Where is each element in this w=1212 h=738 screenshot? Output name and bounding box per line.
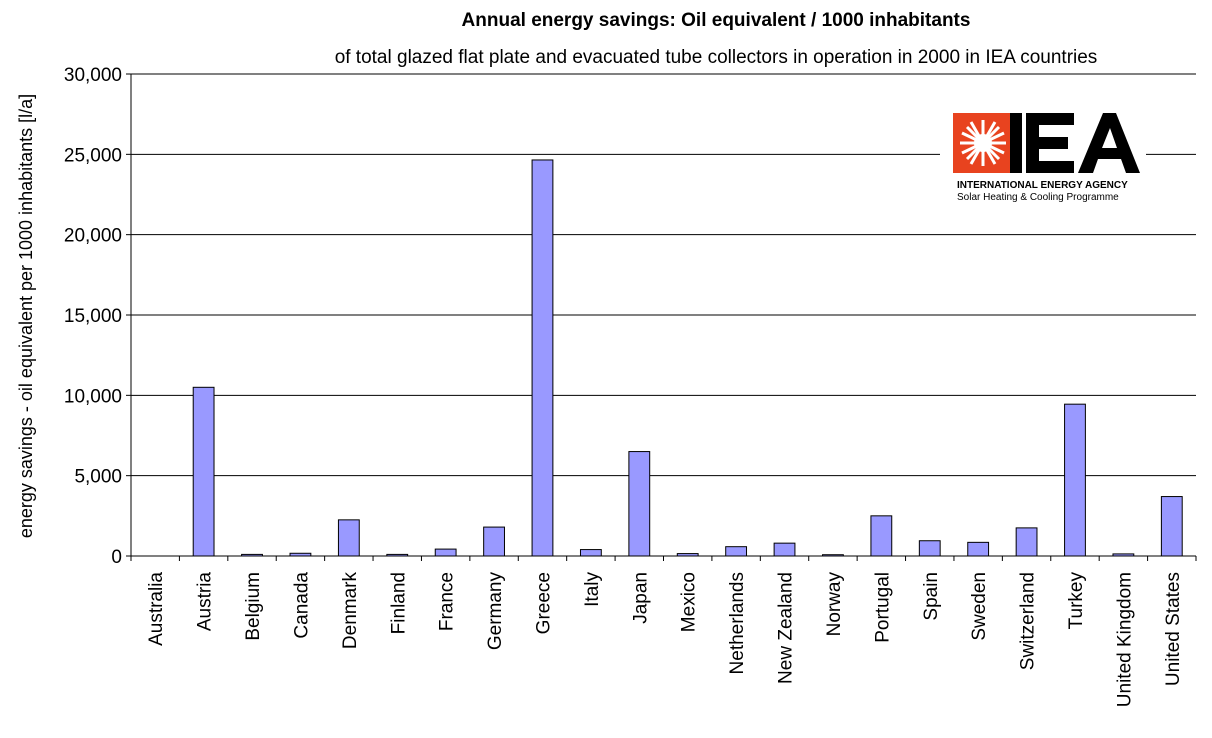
x-tick-label: Finland (388, 572, 409, 634)
x-tick-label: Mexico (679, 572, 700, 632)
bar-france (434, 548, 457, 557)
x-tick-label: France (437, 572, 458, 631)
x-tick-label: Turkey (1066, 572, 1087, 630)
bar-austria (192, 386, 215, 557)
y-tick-label: 25,000 (64, 145, 122, 166)
x-tick-labels: Australia Austria Belgium Canada Denmark Finl… (130, 556, 1197, 707)
bar-sweden (967, 541, 990, 557)
bar-italy (579, 549, 602, 557)
bar-germany (483, 526, 505, 557)
y-tick-label: 10,000 (64, 386, 122, 407)
x-tick-label: Denmark (340, 572, 361, 650)
x-tick-label: United States (1163, 572, 1184, 686)
bar-spain (918, 540, 941, 557)
bar-portugal (870, 515, 893, 557)
bar-united-states (1160, 496, 1183, 557)
x-tick-label: Portugal (872, 572, 893, 643)
logo-e-glyph (1026, 113, 1074, 173)
x-tick-label: Switzerland (1018, 572, 1039, 670)
gridlines (131, 73, 1196, 477)
bars (192, 159, 1183, 557)
y-tick-label: 15,000 (64, 306, 122, 327)
bar-netherlands (725, 546, 748, 557)
bar-denmark (337, 519, 360, 557)
x-tick-label: United Kingdom (1114, 572, 1135, 707)
x-tick-label: Germany (485, 572, 506, 651)
bar-greece (531, 159, 554, 557)
bar-new-zealand (773, 542, 796, 557)
logo-text-agency: INTERNATIONAL ENERGY AGENCY (957, 180, 1128, 191)
x-tick-label: Sweden (969, 572, 990, 641)
logo-a-glyph (1078, 113, 1140, 173)
x-tick-label: Norway (824, 572, 845, 637)
bar-turkey (1064, 403, 1086, 557)
bar-japan (628, 451, 651, 557)
y-tick-labels: 0 5,000 10,000 15,000 20,000 25,000 30,000 (64, 65, 131, 568)
y-tick-label: 30,000 (64, 65, 122, 86)
x-tick-label: Canada (291, 572, 312, 639)
logo-text-programme: Solar Heating & Cooling Programme (957, 192, 1119, 203)
x-tick-label: Netherlands (727, 572, 748, 674)
x-tick-label: Belgium (243, 572, 264, 641)
y-tick-label: 20,000 (64, 226, 122, 247)
y-axis-label: energy savings - oil equivalent per 1000… (16, 94, 36, 538)
iea-logo: INTERNATIONAL ENERGY AGENCY Solar Heatin… (940, 108, 1146, 210)
y-tick-label: 0 (111, 547, 122, 568)
x-tick-label: Italy (582, 572, 603, 607)
x-tick-label: Japan (630, 572, 651, 624)
chart-subtitle: of total glazed flat plate and evacuated… (335, 47, 1098, 68)
x-tick-label: Austria (195, 572, 216, 632)
x-tick-label: Australia (146, 572, 167, 646)
logo-i-bar (1010, 113, 1022, 173)
x-tick-label: Greece (533, 572, 554, 634)
x-tick-label: Spain (921, 572, 942, 621)
x-tick-label: New Zealand (776, 572, 797, 684)
chart-title: Annual energy savings: Oil equivalent / … (462, 10, 971, 31)
bar-switzerland (1015, 527, 1038, 557)
sun-icon (960, 120, 1006, 166)
y-tick-label: 5,000 (74, 467, 122, 488)
